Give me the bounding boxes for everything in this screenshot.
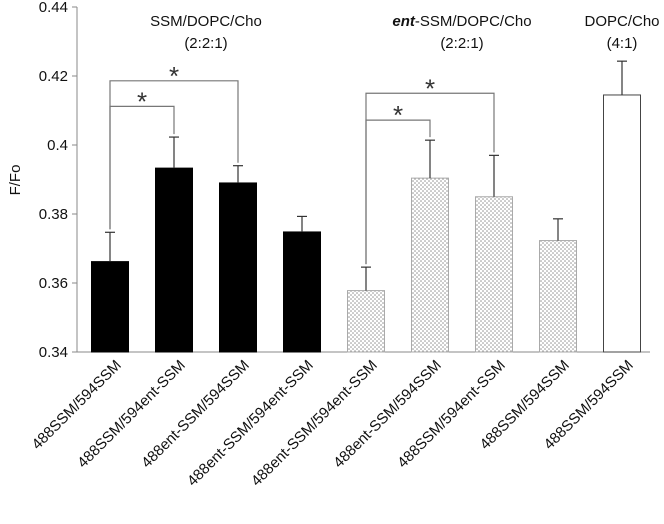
group-title-text: SSM/DOPC/Cho <box>150 13 262 30</box>
group-title: ent-SSM/DOPC/Cho <box>392 13 531 30</box>
group-title-italic-prefix: ent <box>392 13 416 30</box>
group-ratio: (2:2:1) <box>440 35 483 52</box>
y-tick-label: 0.42 <box>39 68 68 85</box>
bar <box>347 290 385 353</box>
bar <box>283 231 321 353</box>
y-axis-label: F/Fo <box>7 165 24 196</box>
group-title: SSM/DOPC/Cho <box>150 13 262 30</box>
group-title: DOPC/Cho <box>584 13 659 30</box>
x-tick-label: 488ent-SSM/594ent-SSM <box>248 357 381 490</box>
y-tick-label: 0.44 <box>39 0 68 16</box>
y-tick-label: 0.38 <box>39 206 68 223</box>
group-title-text: -SSM/DOPC/Cho <box>415 13 532 30</box>
significance-bracket <box>365 92 495 265</box>
significance-star: * <box>169 61 179 91</box>
bar <box>603 94 641 353</box>
bar <box>539 240 577 353</box>
bar <box>219 182 257 353</box>
bar <box>411 177 449 353</box>
x-tick-label: 488ent-SSM/594ent-SSM <box>184 357 317 490</box>
group-ratio: (4:1) <box>607 35 638 52</box>
bar <box>91 261 129 353</box>
significance-star: * <box>393 100 403 130</box>
significance-bracket <box>109 80 239 230</box>
group-title-text: DOPC/Cho <box>584 13 659 30</box>
bar <box>155 167 193 353</box>
significance-star: * <box>425 73 435 103</box>
x-tick-label: 488SSM/594ent-SSM <box>394 357 509 472</box>
y-tick-label: 0.4 <box>47 137 68 154</box>
x-tick-label: 488SSM/594ent-SSM <box>74 357 189 472</box>
y-tick-label: 0.34 <box>39 344 68 361</box>
x-tick-label: 488ent-SSM/594SSM <box>330 357 445 472</box>
x-tick-label: 488ent-SSM/594SSM <box>138 357 253 472</box>
significance-star: * <box>137 86 147 116</box>
y-tick-label: 0.36 <box>39 275 68 292</box>
bar <box>475 196 513 353</box>
group-ratio: (2:2:1) <box>184 35 227 52</box>
